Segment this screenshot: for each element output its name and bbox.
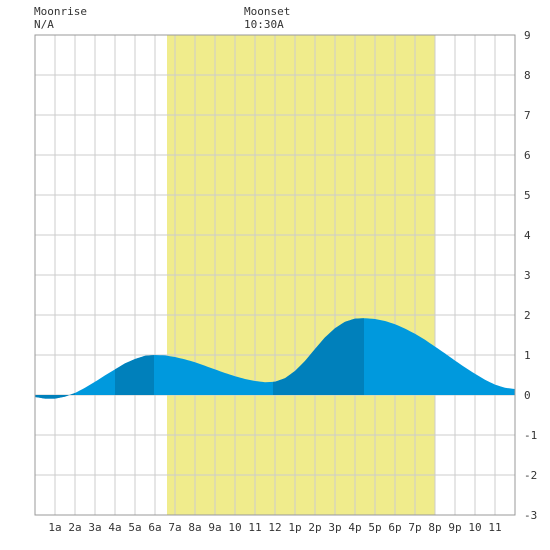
x-tick-label: 10: [468, 521, 481, 534]
x-tick-label: 11: [488, 521, 501, 534]
x-tick-label: 2a: [68, 521, 81, 534]
x-tick-label: 3a: [88, 521, 101, 534]
tide-area-rising-segment: [273, 318, 364, 395]
x-tick-label: 8p: [428, 521, 441, 534]
y-tick-label: 2: [524, 309, 531, 322]
y-tick-label: 9: [524, 29, 531, 42]
x-tick-label: 4a: [108, 521, 121, 534]
grid-group: [35, 35, 515, 515]
tide-area-rising-segment: [115, 355, 154, 395]
x-tick-label: 7a: [168, 521, 181, 534]
x-tick-label: 5p: [368, 521, 381, 534]
y-tick-label: -3: [524, 509, 537, 522]
y-tick-label: 1: [524, 349, 531, 362]
y-tick-label: 0: [524, 389, 531, 402]
x-tick-label: 10: [228, 521, 241, 534]
x-tick-label: 2p: [308, 521, 321, 534]
y-tick-label: 8: [524, 69, 531, 82]
y-tick-label: 3: [524, 269, 531, 282]
y-tick-label: 5: [524, 189, 531, 202]
x-tick-label: 11: [248, 521, 261, 534]
x-tick-label: 9a: [208, 521, 221, 534]
x-tick-label: 1p: [288, 521, 301, 534]
moonrise-value: N/A: [34, 18, 54, 31]
x-tick-label: 5a: [128, 521, 141, 534]
moonrise-label: Moonrise: [34, 5, 87, 18]
x-tick-label: 12: [268, 521, 281, 534]
moonset-label: Moonset: [244, 5, 291, 18]
y-tick-label: -1: [524, 429, 537, 442]
x-tick-label: 9p: [448, 521, 461, 534]
x-tick-label: 1a: [48, 521, 61, 534]
tide-area: [35, 318, 515, 399]
tide-area-rising-segment: [35, 393, 75, 399]
y-tick-label: -2: [524, 469, 537, 482]
y-tick-label: 7: [524, 109, 531, 122]
x-tick-label: 6p: [388, 521, 401, 534]
x-tick-label: 6a: [148, 521, 161, 534]
y-tick-label: 6: [524, 149, 531, 162]
x-tick-label: 8a: [188, 521, 201, 534]
tide-area-group: [35, 318, 515, 399]
y-tick-label: 4: [524, 229, 531, 242]
moonset-value: 10:30A: [244, 18, 284, 31]
x-tick-label: 4p: [348, 521, 361, 534]
x-tick-label: 7p: [408, 521, 421, 534]
plot-border: [34, 34, 516, 516]
x-tick-label: 3p: [328, 521, 341, 534]
